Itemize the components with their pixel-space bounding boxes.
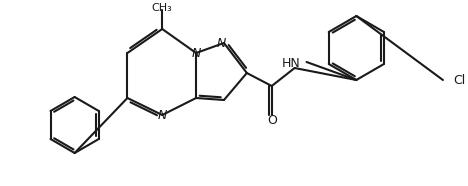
Text: N: N: [216, 36, 226, 49]
Text: N: N: [191, 46, 201, 60]
Text: Cl: Cl: [453, 73, 465, 86]
Text: N: N: [158, 108, 167, 121]
Text: HN: HN: [281, 57, 300, 70]
Text: O: O: [267, 113, 277, 126]
Text: CH₃: CH₃: [152, 3, 173, 13]
